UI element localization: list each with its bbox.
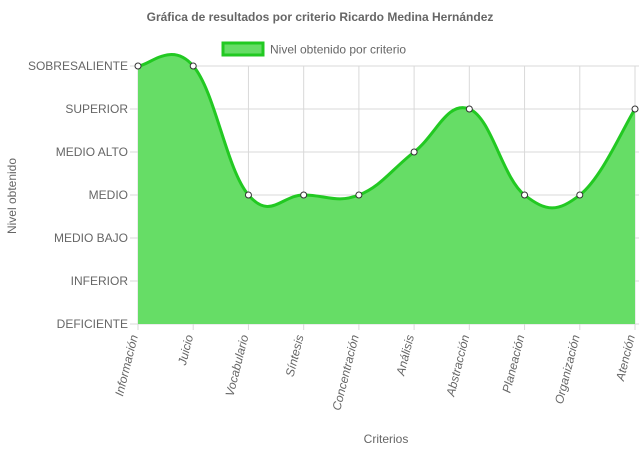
- data-point[interactable]: [134, 62, 142, 70]
- data-point[interactable]: [355, 191, 363, 199]
- y-axis-label: Nivel obtenido: [5, 158, 19, 234]
- x-axis-label: Criterios: [364, 432, 409, 446]
- x-tick-label: Atención: [613, 333, 638, 383]
- x-tick-label: Concentración: [329, 333, 361, 412]
- x-tick-label: Organización: [552, 333, 583, 405]
- series-area-fill: [138, 54, 635, 324]
- y-axis-ticks: DEFICIENTE INFERIOR MEDIO BAJO MEDIO MEDIO A…: [28, 59, 128, 331]
- legend[interactable]: Nivel obtenido por criterio: [221, 41, 406, 57]
- y-tick-label: MEDIO ALTO: [56, 145, 128, 159]
- data-point[interactable]: [410, 148, 418, 156]
- x-tick-label: Análisis: [393, 333, 417, 377]
- x-tick-label: Planeación: [500, 333, 528, 394]
- x-axis-ticks: Información Juicio Vocabulario Síntesis Conc…: [112, 333, 638, 412]
- y-tick-label: SUPERIOR: [65, 102, 128, 116]
- x-tick-label: Información: [112, 333, 141, 398]
- data-point[interactable]: [521, 191, 529, 199]
- chart-area: [137, 53, 637, 324]
- y-tick-label: MEDIO: [89, 188, 128, 202]
- data-point[interactable]: [576, 191, 584, 199]
- y-tick-label: SOBRESALIENTE: [28, 59, 128, 73]
- x-tick-label: Vocabulario: [223, 333, 252, 398]
- data-point[interactable]: [189, 62, 197, 70]
- y-tick-label: INFERIOR: [71, 274, 129, 288]
- chart-title: Gráfica de resultados por criterio Ricar…: [147, 10, 494, 24]
- legend-label: Nivel obtenido por criterio: [270, 43, 406, 57]
- chart-points: [134, 62, 639, 199]
- data-point[interactable]: [244, 191, 252, 199]
- legend-swatch: [221, 41, 265, 57]
- data-point[interactable]: [300, 191, 308, 199]
- x-tick-label: Juicio: [175, 333, 196, 367]
- y-tick-label: DEFICIENTE: [57, 317, 128, 331]
- data-point[interactable]: [631, 105, 639, 113]
- x-tick-label: Síntesis: [283, 333, 307, 378]
- data-point[interactable]: [465, 105, 473, 113]
- series-line: [137, 53, 637, 210]
- x-tick-label: Abstracción: [443, 333, 472, 399]
- y-tick-label: MEDIO BAJO: [54, 231, 128, 245]
